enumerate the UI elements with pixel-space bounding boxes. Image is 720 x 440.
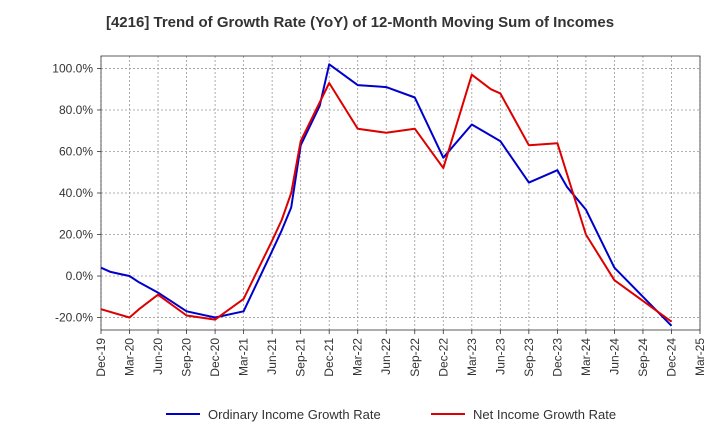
- series-line-ordinary-income: [100, 63, 673, 327]
- x-tick-label: Dec-24: [664, 338, 678, 377]
- x-tick-label: Jun-23: [493, 338, 507, 375]
- y-axis: 100.0% 80.0% 60.0% 40.0% 20.0% 0.0% -20.0%: [52, 61, 101, 325]
- y-tick-label: 60.0%: [59, 144, 93, 158]
- x-tick-label: Mar-23: [465, 338, 479, 376]
- x-tick-label: Jun-20: [151, 338, 165, 375]
- y-tick-label: 20.0%: [59, 228, 93, 242]
- x-tick-label: Sep-21: [294, 338, 308, 377]
- x-tick-label: Mar-25: [693, 338, 707, 376]
- legend-label: Ordinary Income Growth Rate: [208, 407, 381, 422]
- x-axis: Dec-19 Mar-20 Jun-20 Sep-20 Dec-20 Mar-21 Jun-…: [94, 330, 707, 377]
- x-tick-label: Mar-24: [579, 338, 593, 376]
- x-tick-label: Dec-21: [322, 338, 336, 377]
- x-tick-label: Sep-20: [180, 338, 194, 377]
- x-tick-label: Sep-23: [522, 338, 536, 377]
- x-tick-label: Dec-20: [208, 338, 222, 377]
- y-tick-label: 80.0%: [59, 103, 93, 117]
- grid-lines: [100, 56, 701, 330]
- x-tick-label: Dec-22: [436, 338, 450, 377]
- x-tick-label: Sep-22: [408, 338, 422, 377]
- x-tick-label: Jun-24: [607, 338, 621, 375]
- x-tick-label: Dec-19: [94, 338, 108, 377]
- legend-label: Net Income Growth Rate: [473, 407, 616, 422]
- legend: Ordinary Income Growth Rate Net Income Gr…: [166, 407, 616, 422]
- y-tick-label: -20.0%: [55, 311, 93, 325]
- y-tick-label: 40.0%: [59, 186, 93, 200]
- x-tick-label: Mar-20: [123, 338, 137, 376]
- x-tick-label: Jun-22: [379, 338, 393, 375]
- y-tick-label: 0.0%: [66, 269, 94, 283]
- x-tick-label: Sep-24: [636, 338, 650, 377]
- chart-title: [4216] Trend of Growth Rate (YoY) of 12-…: [105, 14, 615, 31]
- y-tick-label: 100.0%: [52, 61, 93, 75]
- series-lines: [100, 63, 673, 327]
- x-tick-label: Mar-21: [237, 338, 251, 376]
- series-line-net-income: [100, 73, 673, 323]
- x-tick-label: Dec-23: [550, 338, 564, 377]
- x-tick-label: Mar-22: [351, 338, 365, 376]
- x-tick-label: Jun-21: [265, 338, 279, 375]
